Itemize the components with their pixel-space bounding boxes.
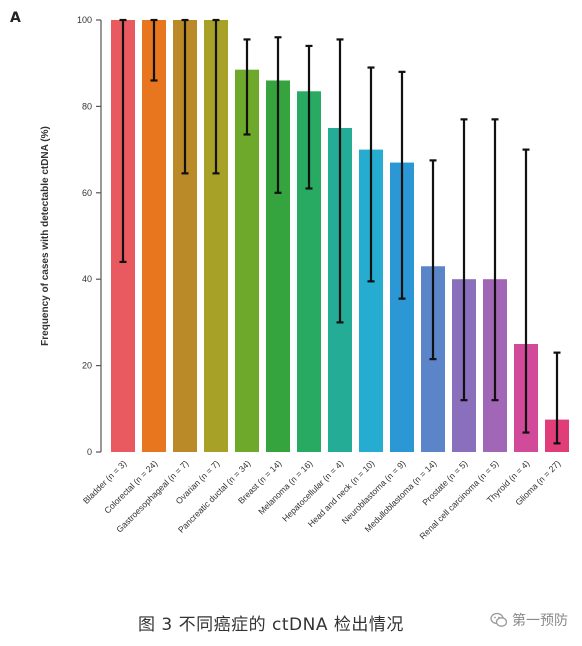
error-bar <box>119 18 127 264</box>
error-bar <box>212 18 220 175</box>
error-bar <box>305 44 313 190</box>
watermark: 第一预防 <box>490 610 568 630</box>
figure-caption: 图 3 不同癌症的 ctDNA 检出情况 <box>138 615 404 635</box>
error-bar <box>274 36 282 194</box>
y-axis-label: Frequency of cases with detectable ctDNA… <box>40 126 51 346</box>
error-bar <box>181 18 189 175</box>
y-tick-label: 0 <box>87 447 92 457</box>
error-bar <box>491 118 499 402</box>
bar-series <box>111 20 569 453</box>
error-bar <box>522 148 530 434</box>
error-bar <box>150 18 158 82</box>
error-bar <box>336 38 344 324</box>
panel-letter: A <box>10 10 21 26</box>
error-bar <box>460 118 468 402</box>
error-bar <box>553 351 561 445</box>
bar <box>142 20 166 452</box>
error-bar <box>243 38 251 136</box>
y-tick-label: 60 <box>82 188 92 198</box>
y-tick-label: 100 <box>77 15 92 25</box>
x-tick-label: Colorectal (n = 24) <box>102 458 159 515</box>
y-tick-label: 20 <box>82 361 92 371</box>
error-bars <box>119 18 561 445</box>
x-tick-label: Melanoma (n = 16) <box>256 458 314 516</box>
x-axis-labels: Bladder (n = 3)Colorectal (n = 24)Gastro… <box>81 458 563 541</box>
error-bar <box>429 159 437 361</box>
y-tick-label: 40 <box>82 274 92 284</box>
error-bar <box>367 66 375 283</box>
y-tick-label: 80 <box>82 101 92 111</box>
y-axis: 0 20 40 60 80 100 <box>77 15 102 457</box>
watermark-text: 第一预防 <box>512 613 568 629</box>
error-bar <box>398 70 406 300</box>
wechat-icon <box>490 612 508 627</box>
